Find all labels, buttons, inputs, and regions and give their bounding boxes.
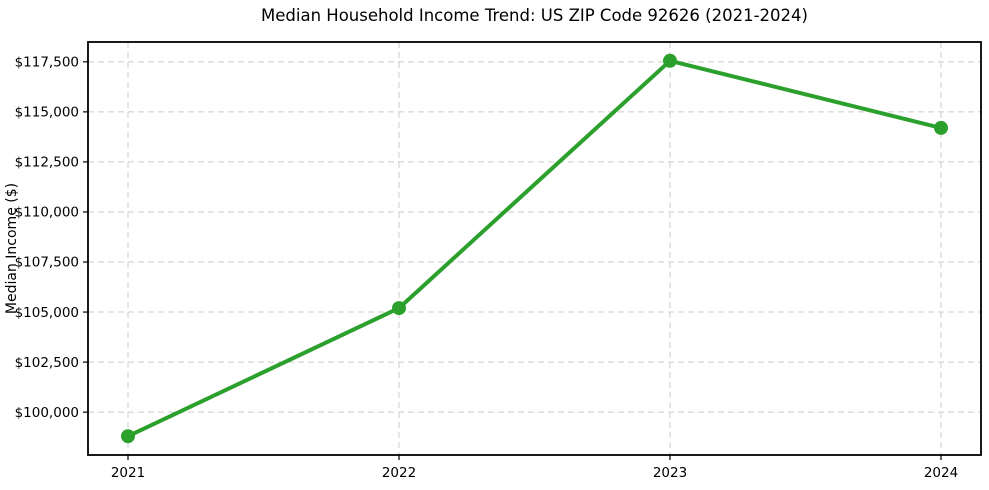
trend-line [126,58,943,439]
x-tick-label: 2021 [111,465,145,481]
y-tick-label: $102,500 [15,355,79,371]
y-axis-title: Median Income ($) [4,183,20,314]
data-point-2024 [934,120,948,135]
y-tick-label: $105,000 [15,305,79,321]
chart-title: Median Household Income Trend: US ZIP Co… [261,6,808,25]
gridlines [88,42,981,455]
x-tick-label: 2023 [653,465,687,481]
y-tick-label: $107,500 [15,255,79,271]
y-tick-label: $117,500 [15,55,79,71]
plot-border [87,41,982,456]
y-tick-label: $100,000 [15,405,79,421]
y-tick-label: $110,000 [15,205,79,221]
x-tick-label: 2022 [382,465,416,481]
data-point-2022 [392,301,406,316]
x-tick-label: 2024 [924,465,958,481]
y-tick-label: $112,500 [15,155,79,171]
data-point-2021 [121,429,135,444]
y-tick-label: $115,000 [15,105,79,121]
data-point-2023 [663,53,677,68]
axis-ticks [83,61,942,460]
axis-tick-labels: $100,000 $102,500 $105,000 $107,500 $110,000… [15,55,959,481]
data-series [121,53,948,444]
